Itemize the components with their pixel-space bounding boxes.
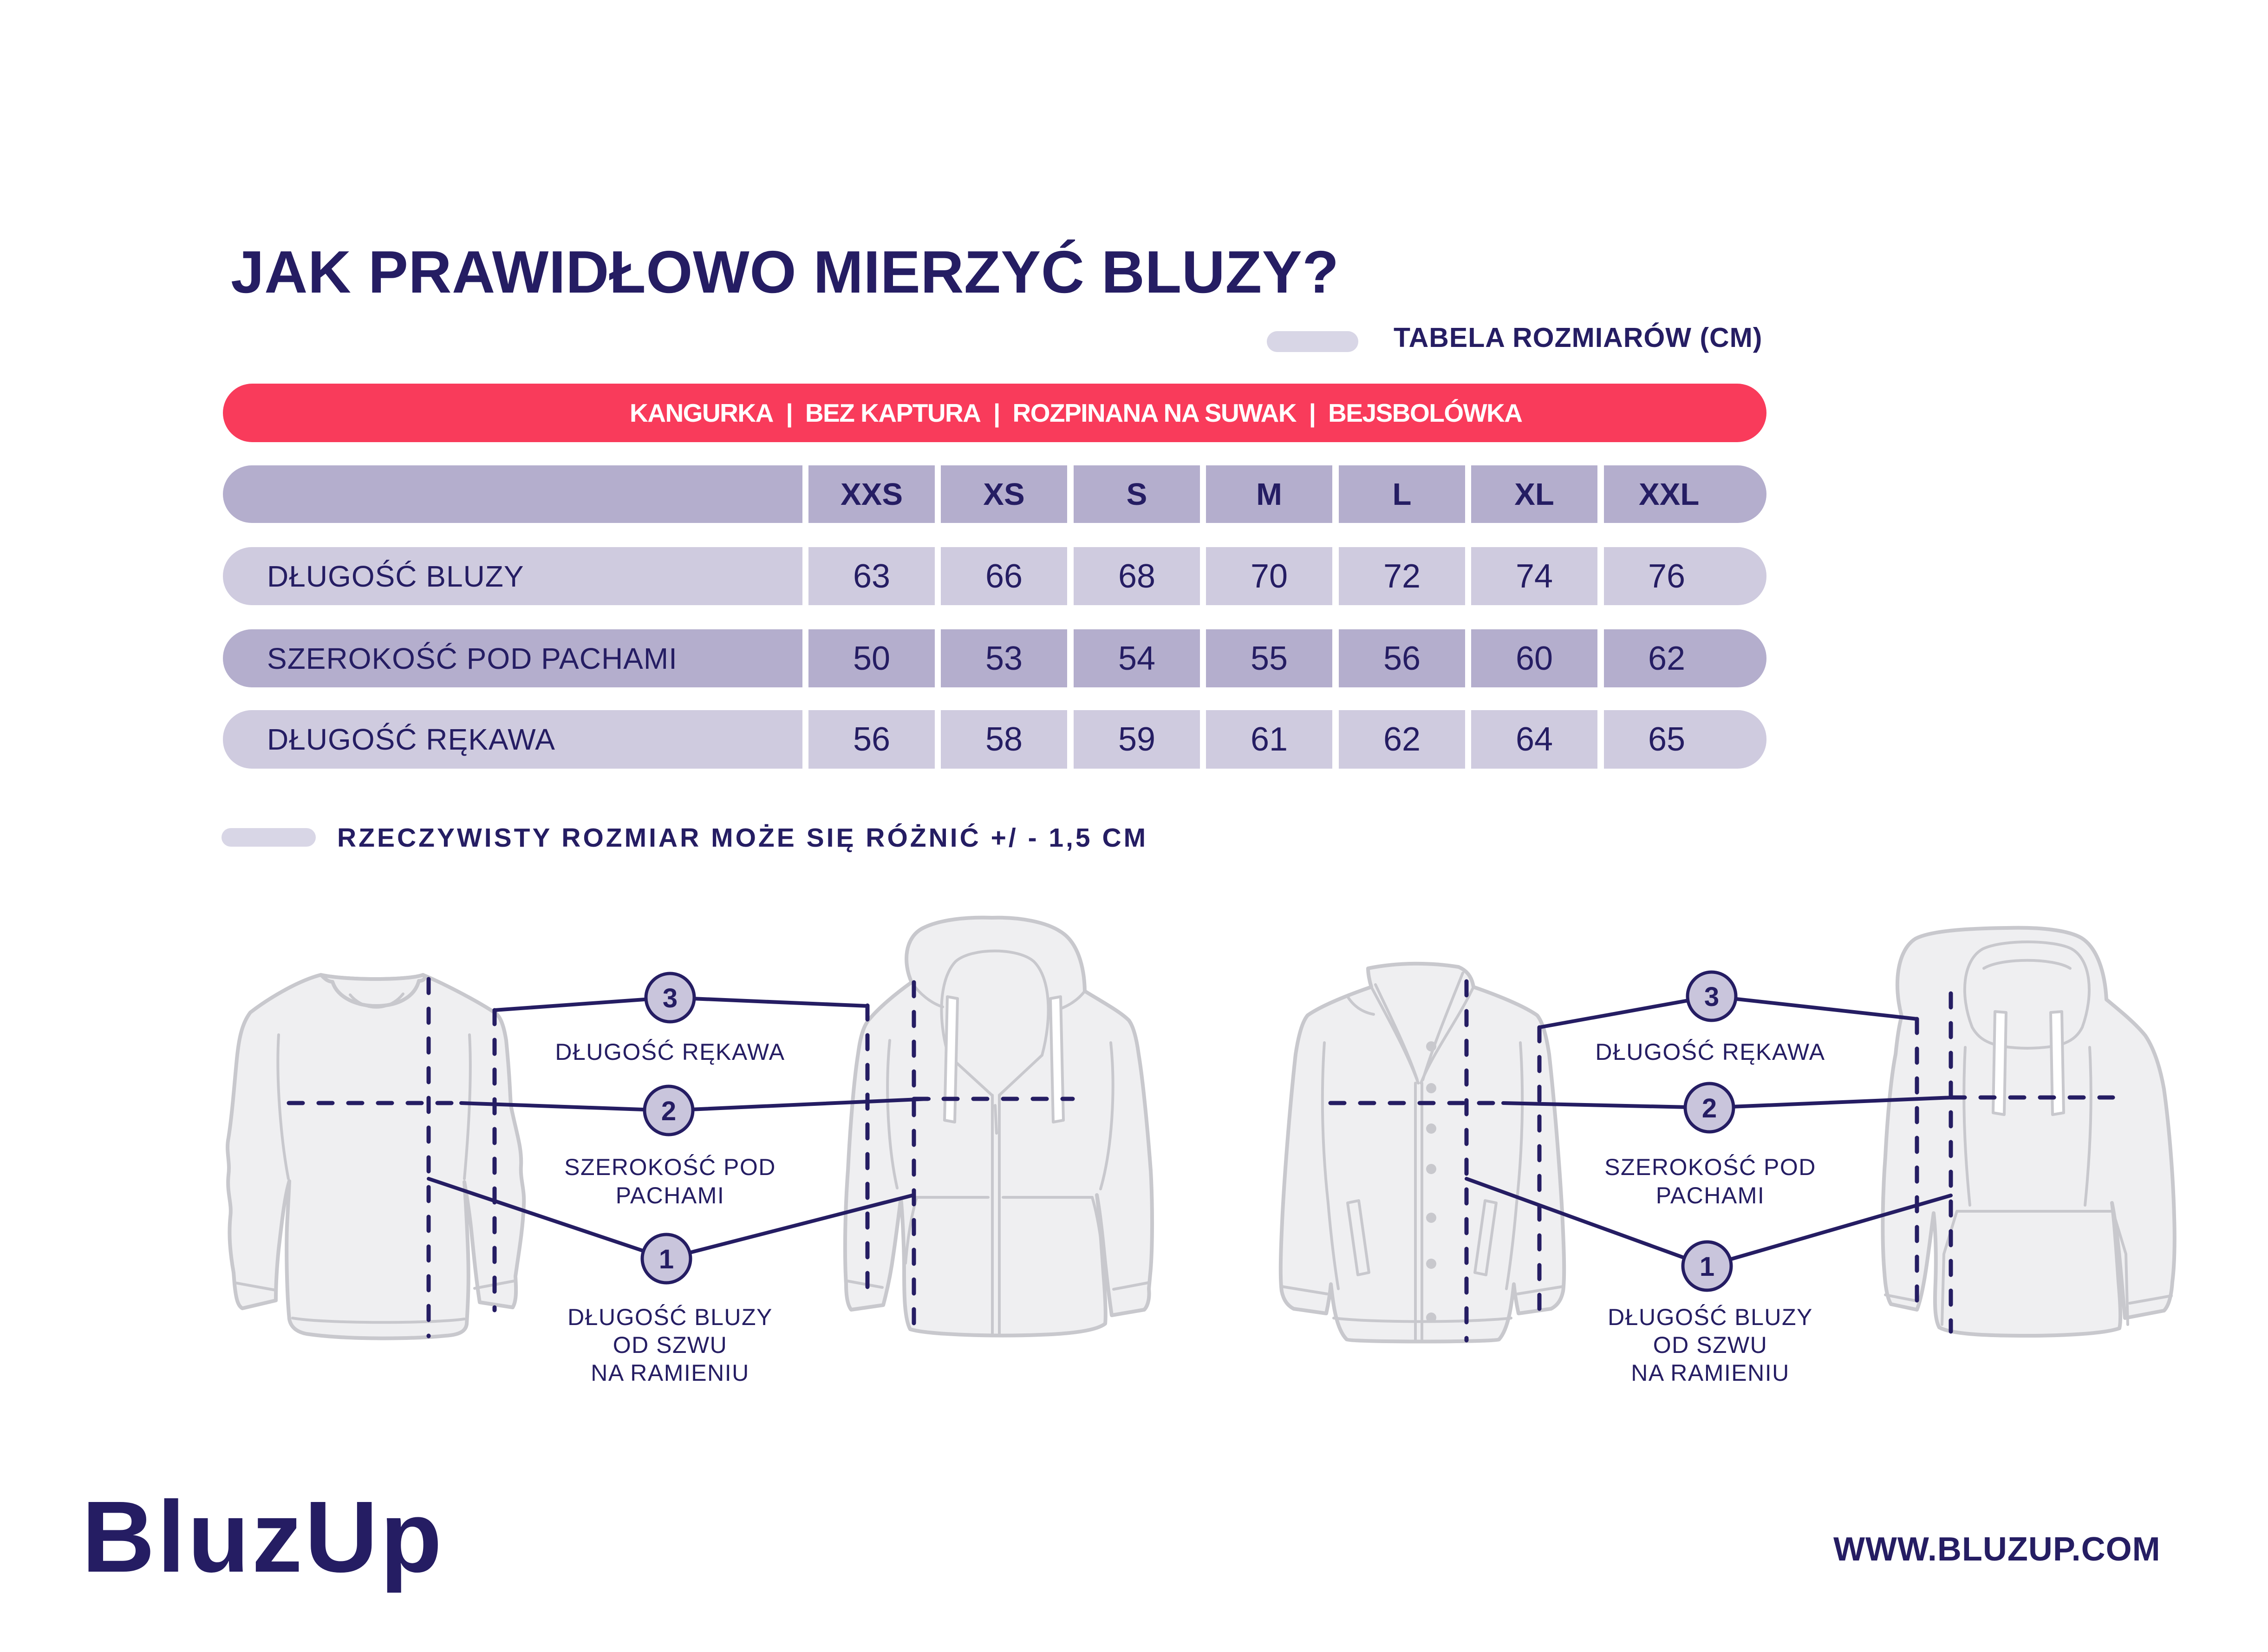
svg-text:NA RAMIENIU: NA RAMIENIU [1631,1360,1790,1386]
svg-text:2: 2 [661,1096,676,1126]
svg-text:DŁUGOŚĆ BLUZY: DŁUGOŚĆ BLUZY [1608,1304,1813,1330]
svg-text:DŁUGOŚĆ BLUZY: DŁUGOŚĆ BLUZY [567,1304,773,1330]
svg-text:PACHAMI: PACHAMI [616,1182,725,1208]
svg-text:3: 3 [1704,982,1719,1012]
svg-text:2: 2 [1702,1093,1717,1123]
svg-text:3: 3 [663,983,678,1013]
svg-text:1: 1 [1700,1252,1714,1282]
svg-text:DŁUGOŚĆ RĘKAWA: DŁUGOŚĆ RĘKAWA [555,1038,785,1065]
svg-text:PACHAMI: PACHAMI [1656,1182,1765,1208]
svg-text:1: 1 [659,1244,674,1274]
svg-text:OD SZWU: OD SZWU [1653,1332,1768,1358]
svg-text:SZEROKOŚĆ POD: SZEROKOŚĆ POD [564,1154,776,1180]
svg-text:DŁUGOŚĆ RĘKAWA: DŁUGOŚĆ RĘKAWA [1595,1038,1825,1065]
svg-text:NA RAMIENIU: NA RAMIENIU [591,1360,749,1386]
svg-text:OD SZWU: OD SZWU [613,1332,728,1358]
svg-text:SZEROKOŚĆ POD: SZEROKOŚĆ POD [1604,1154,1816,1180]
